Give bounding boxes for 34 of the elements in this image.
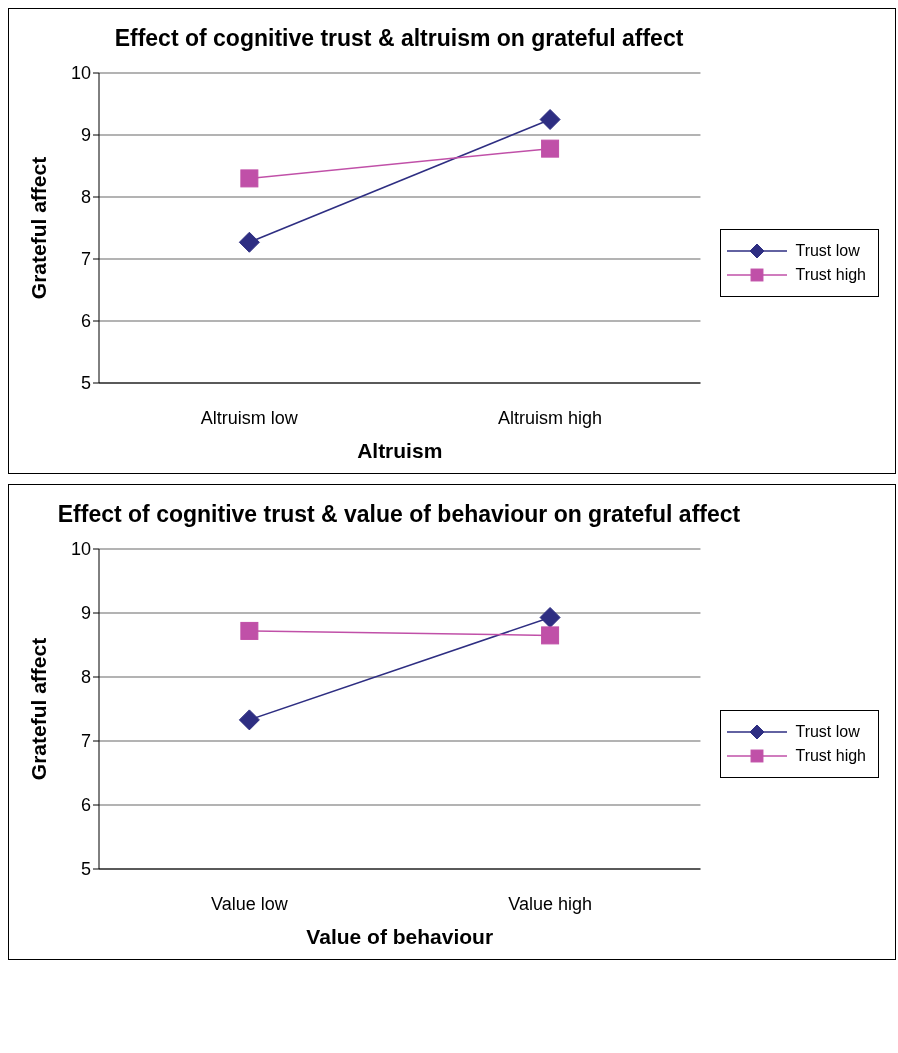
y-tick-label: 8 bbox=[80, 187, 91, 208]
point bbox=[541, 626, 560, 645]
point bbox=[541, 139, 560, 158]
chart-title: Effect of cognitive trust & altruism on grateful affect bbox=[113, 24, 685, 53]
y-tick-label: 9 bbox=[80, 125, 91, 146]
point bbox=[240, 169, 259, 188]
y-tick-label: 5 bbox=[80, 373, 91, 394]
y-tick-label: 9 bbox=[80, 603, 91, 624]
y-tick-label: 6 bbox=[80, 311, 91, 332]
y-tick-label: 7 bbox=[80, 731, 91, 752]
x-axis-title: Altruism bbox=[357, 439, 443, 462]
y-axis-title: Grateful affect bbox=[27, 156, 51, 300]
legend-label: Trust low bbox=[795, 723, 860, 741]
y-tick-label: 10 bbox=[70, 63, 91, 84]
point bbox=[238, 709, 260, 731]
y-axis-title: Grateful affect bbox=[27, 637, 51, 781]
x-axis-title: Value of behaviour bbox=[306, 925, 494, 948]
y-tick-label: 7 bbox=[80, 249, 91, 270]
legend-label: Trust high bbox=[795, 747, 866, 765]
y-tick-label: 6 bbox=[80, 795, 91, 816]
y-tick-label: 8 bbox=[80, 667, 91, 688]
point bbox=[539, 109, 561, 130]
legend-label: Trust high bbox=[795, 266, 866, 284]
x-tick-label: Value high bbox=[508, 893, 592, 914]
x-tick-label: Value low bbox=[211, 893, 289, 914]
y-tick-label: 5 bbox=[80, 859, 91, 880]
chart-title: Effect of cognitive trust & value of behaviour on grateful affect bbox=[56, 500, 742, 529]
y-tick-label: 10 bbox=[70, 539, 91, 560]
point bbox=[240, 621, 259, 640]
x-tick-label: Altruism low bbox=[200, 407, 299, 428]
x-tick-label: Altruism high bbox=[498, 407, 603, 428]
legend-label: Trust low bbox=[795, 242, 860, 260]
point bbox=[539, 606, 561, 628]
point bbox=[238, 231, 260, 253]
